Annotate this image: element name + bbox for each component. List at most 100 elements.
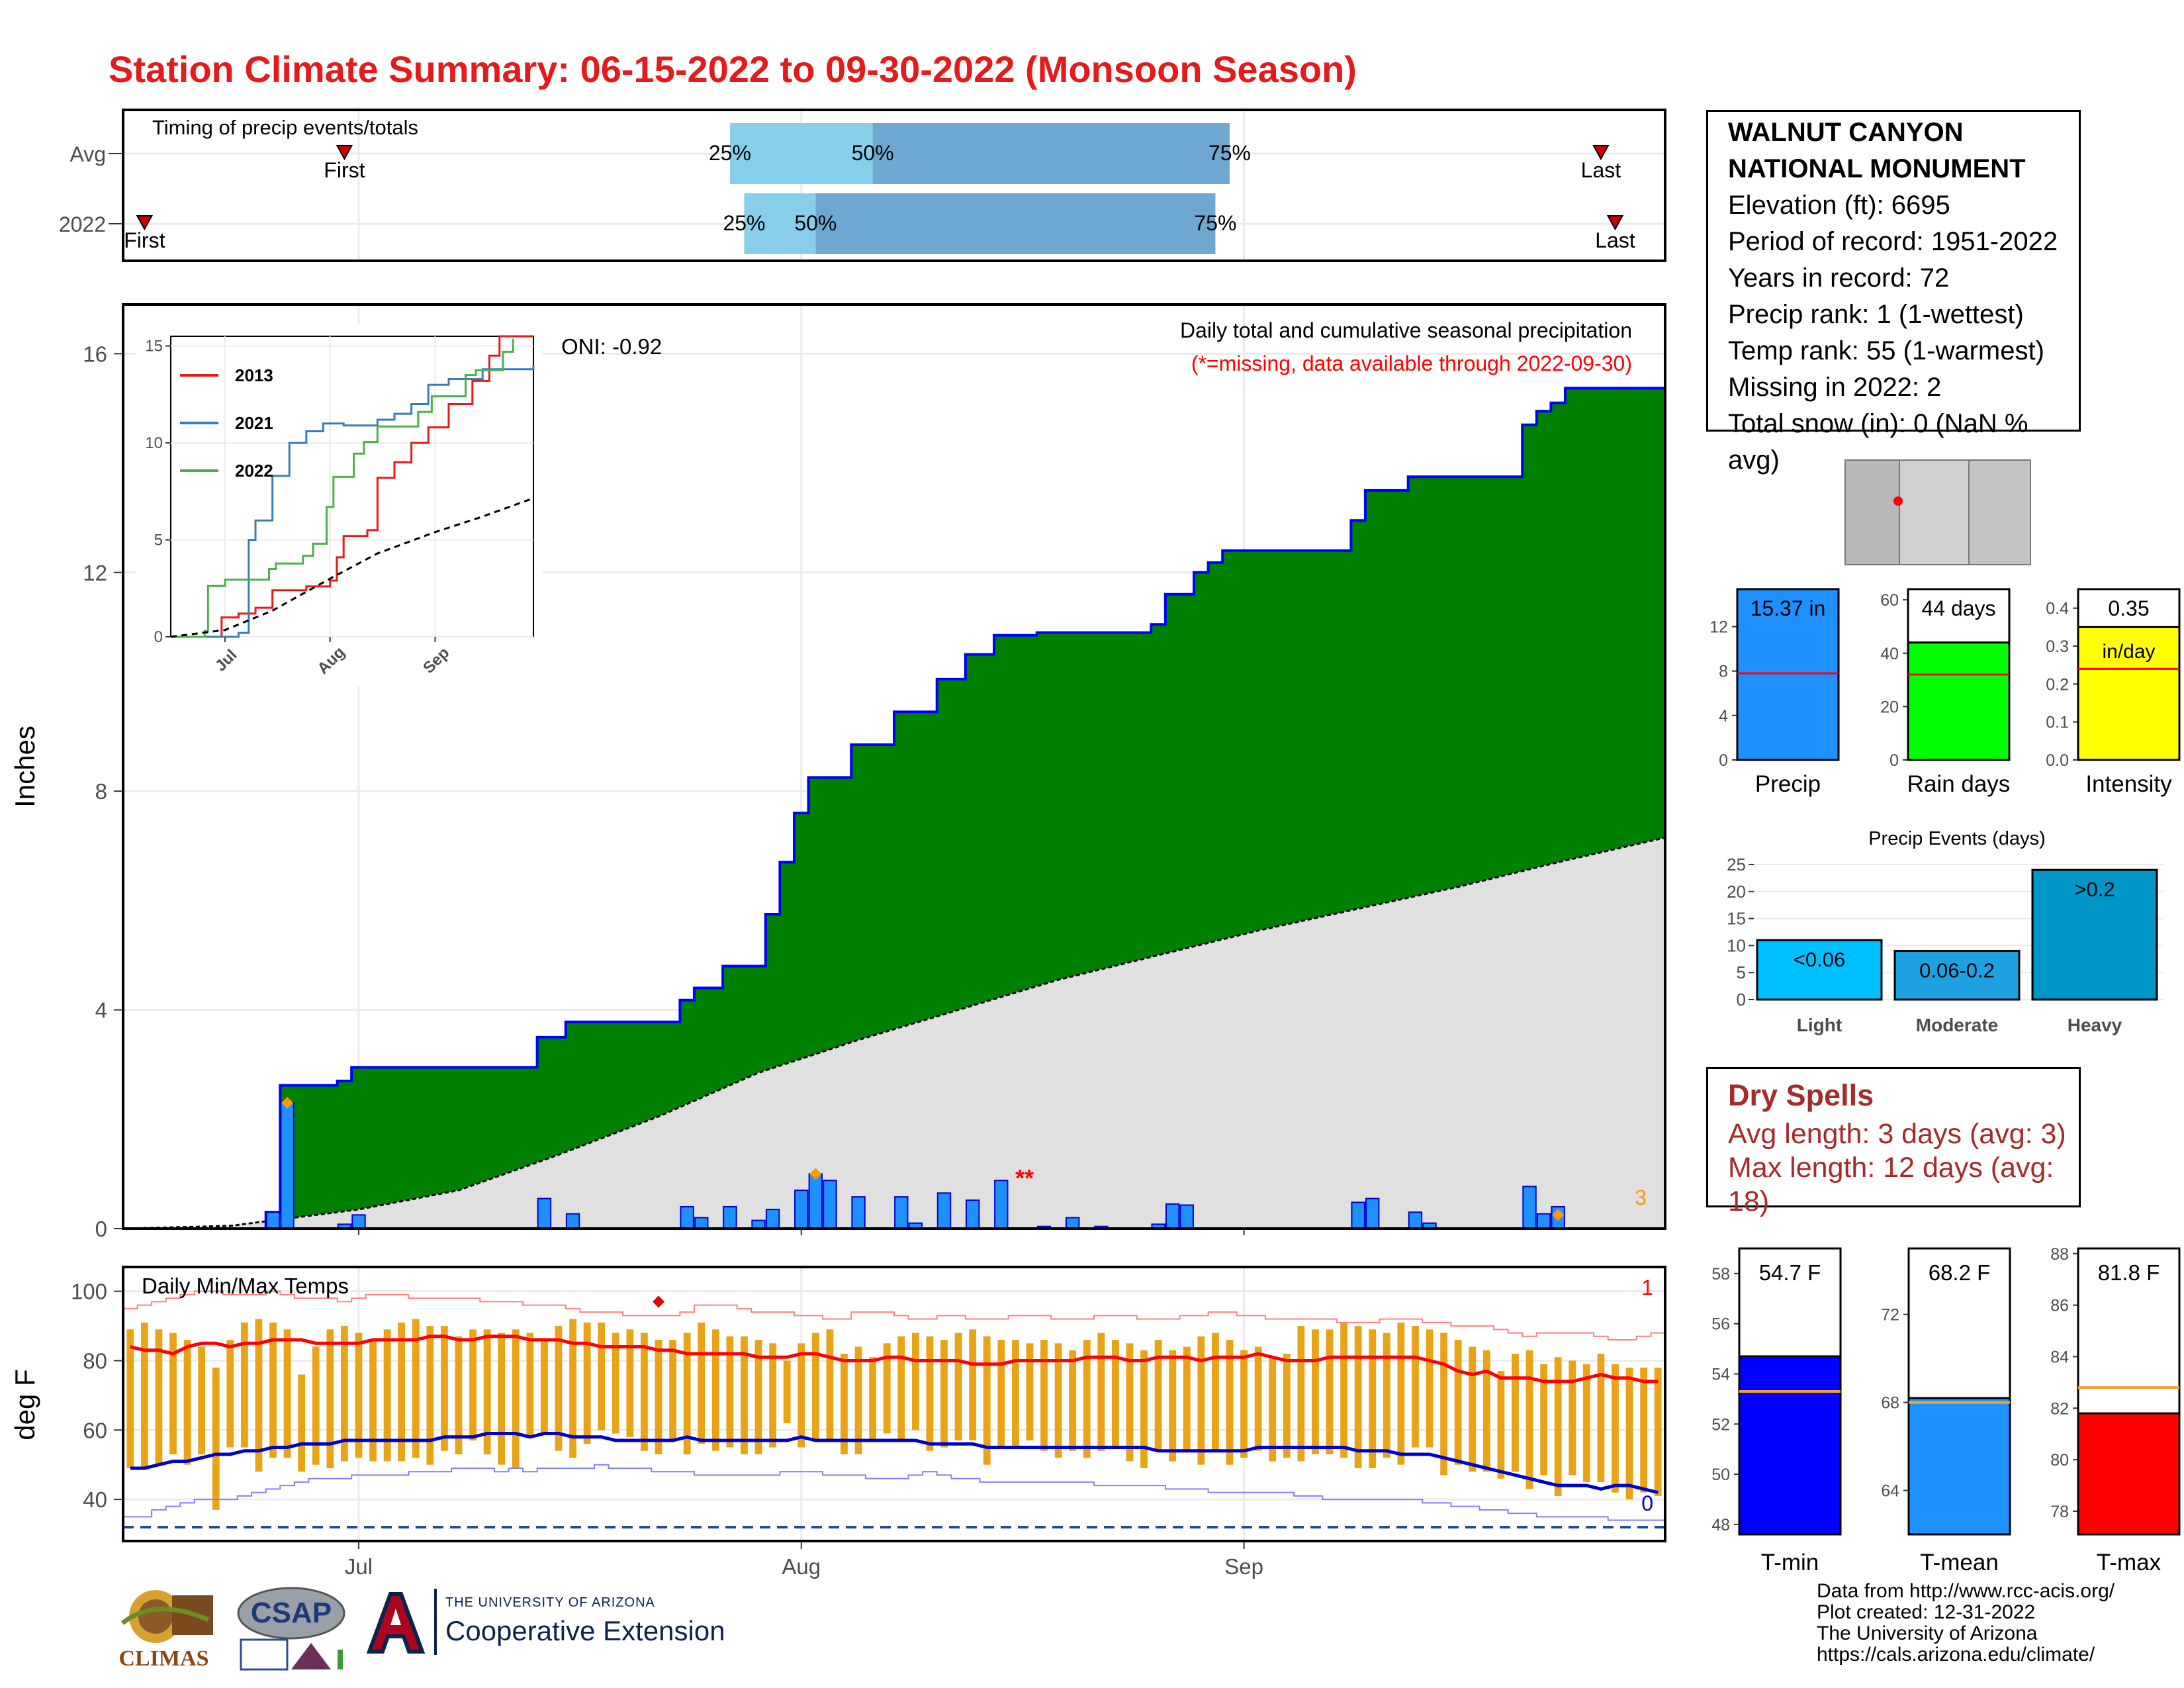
csap-wordmark: CSAP <box>250 1597 332 1629</box>
daily-precip-bar <box>1179 1204 1194 1229</box>
temp-y-tick-label-3: 100 <box>71 1280 107 1304</box>
daily-temp-range-bar <box>1654 1367 1662 1496</box>
daily-temp-range-bar <box>1397 1322 1405 1465</box>
map-state-east <box>1968 459 2031 565</box>
daily-temp-range-bar <box>255 1319 263 1472</box>
daily-temp-range-bar <box>1525 1350 1533 1489</box>
summary-bar-fill-0 <box>1736 588 1840 761</box>
timing-p25-label-1: 25% <box>723 211 765 235</box>
daily-temp-range-bar <box>240 1322 248 1448</box>
precip-y-tick-label-1: 4 <box>95 998 107 1023</box>
ua-extension-logo: THE UNIVERSITY OF ARIZONA Cooperative Ex… <box>363 1589 747 1662</box>
daily-temp-range-bar <box>469 1329 477 1441</box>
temp-bar-tick-label-1-1: 68 <box>1881 1394 1899 1413</box>
daily-temp-range-bar <box>897 1336 905 1441</box>
timing-p50-label-0: 50% <box>852 141 894 165</box>
daily-temp-range-bar <box>1069 1350 1077 1451</box>
missing-data-marker: ** <box>1015 1164 1034 1192</box>
temp-bar-value-2: 81.8 F <box>2098 1260 2160 1285</box>
daily-temp-range-bar <box>954 1333 962 1441</box>
daily-temp-range-bar <box>669 1340 676 1441</box>
inset-series-2022 <box>171 338 514 638</box>
record-precip-marker <box>281 1097 294 1109</box>
daily-temp-range-bar <box>1212 1333 1219 1451</box>
dry-spells-title: Dry Spells <box>1728 1078 1874 1112</box>
summary-tick-label-0-2: 8 <box>1719 663 1728 681</box>
daily-temp-range-bar <box>169 1333 177 1454</box>
summary-tick-label-1-2: 40 <box>1880 645 1899 663</box>
summary-tick-label-1-3: 60 <box>1880 591 1899 610</box>
temp-panel-frame <box>122 1266 1666 1542</box>
daily-temp-range-bar <box>1426 1329 1433 1448</box>
inset-y-tick-label-2: 10 <box>145 434 163 452</box>
cumulative-average-area <box>123 837 1665 1229</box>
events-tick-label-5: 25 <box>1727 855 1746 874</box>
events-tick-label-4: 20 <box>1727 882 1746 902</box>
inset-series-2021 <box>171 365 535 638</box>
daily-temp-range-bar <box>983 1336 991 1465</box>
temp-bar-tick-label-2-3: 84 <box>2050 1348 2069 1366</box>
precip-panel: 0 4 8 12 16 ** 3 Daily total and cumulative sea… <box>9 303 1666 1241</box>
temp-bar-tick-label-2-4: 86 <box>2050 1297 2069 1315</box>
daily-precip-bar <box>723 1205 737 1230</box>
temp-panel-title: Daily Min/Max Temps <box>142 1274 349 1298</box>
daily-precip-bar <box>565 1213 580 1229</box>
daily-temp-range-bar <box>726 1336 734 1448</box>
daily-temp-range-bar <box>1612 1364 1619 1493</box>
inset-legend-label-1: 2021 <box>235 413 273 433</box>
daily-temp-range-bar <box>341 1326 348 1462</box>
station-precip-rank: Precip rank: 1 (1-wettest) <box>1728 300 2024 329</box>
cumulative-2022-line <box>123 387 1665 1230</box>
daily-temp-range-bar <box>741 1336 748 1454</box>
daily-temp-range-bar <box>1326 1329 1334 1454</box>
precip-event-bar-label-1: 0.06-0.2 <box>1919 959 1995 982</box>
last-event-label-1: Last <box>1595 228 1635 252</box>
daily-temp-range-bar <box>797 1343 805 1448</box>
timing-p75-label-0: 75% <box>1208 141 1251 165</box>
daily-temp-range-bar <box>1297 1326 1305 1462</box>
daily-temp-range-bar <box>583 1322 591 1444</box>
temp-y-tick-label-0: 40 <box>83 1487 107 1512</box>
temp-bar-name-2: T-max <box>2097 1550 2161 1575</box>
summary-tick-label-0-0: 0 <box>1719 751 1728 770</box>
daily-temp-range-bar <box>412 1319 420 1458</box>
last-event-marker-0 <box>1592 145 1610 161</box>
daily-temp-range-bar <box>1197 1336 1205 1465</box>
daily-temp-range-bar <box>198 1346 206 1454</box>
temp-bar-name-1: T-mean <box>1920 1550 1999 1575</box>
temp-bar-value-0: 54.7 F <box>1759 1260 1821 1285</box>
daily-temp-range-bar <box>940 1340 948 1448</box>
precip-event-bar-label-2: >0.2 <box>2074 878 2115 901</box>
daily-temp-range-bar <box>1554 1357 1562 1496</box>
daily-temp-range-bar <box>1026 1343 1034 1441</box>
daily-temp-range-bar <box>1440 1333 1447 1476</box>
daily-precip-bar <box>1365 1197 1380 1229</box>
precip-panel-frame <box>122 303 1666 1230</box>
daily-temp-range-bar <box>383 1329 391 1462</box>
record-high-marker <box>653 1295 665 1308</box>
temp-bar-tick-label-0-2: 52 <box>1711 1415 1730 1434</box>
daily-temp-range-bar <box>369 1340 377 1462</box>
daily-temp-range-bar <box>140 1322 148 1468</box>
precip-event-category-1: Moderate <box>1916 1015 1998 1035</box>
daily-temp-range-bar <box>1597 1354 1605 1482</box>
daily-temp-range-bar <box>1269 1357 1277 1462</box>
daily-temp-range-bar <box>455 1336 463 1454</box>
summary-bar-fill-2 <box>2077 626 2181 761</box>
summary-bar-value-1: 44 days <box>1921 596 1995 620</box>
daily-temp-range-bar <box>1482 1350 1490 1472</box>
station-info-box: WALNUT CANYON NATIONAL MONUMENT Elevatio… <box>1706 110 2081 475</box>
daily-temp-range-bar <box>1625 1367 1633 1500</box>
timing-panel-frame <box>122 109 1666 262</box>
daily-temp-range-bar <box>398 1322 406 1462</box>
temp-bar-tick-label-2-1: 80 <box>2050 1451 2069 1470</box>
credit-url: https://cals.arizona.edu/climate/ <box>1817 1644 2095 1665</box>
summary-bar-value-unit-2: in/day <box>2102 641 2155 663</box>
ua-name-small: THE UNIVERSITY OF ARIZONA <box>445 1595 655 1610</box>
temp-y-tick-label-2: 80 <box>83 1348 107 1373</box>
daily-temp-range-bar <box>655 1340 662 1454</box>
events-tick-label-3: 15 <box>1727 909 1746 929</box>
daily-temp-range-bar <box>1154 1340 1162 1451</box>
dry-spells-box: Dry Spells Avg length: 3 days (avg: 3) M… <box>1706 1067 2081 1217</box>
